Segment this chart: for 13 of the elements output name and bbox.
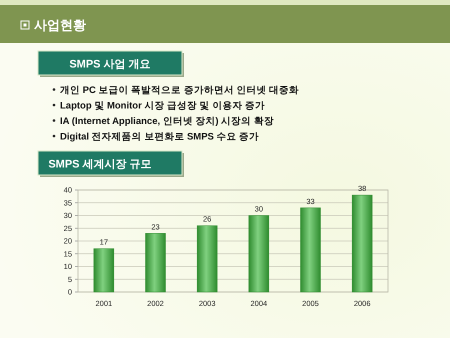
bar [352, 194, 372, 292]
bar [196, 225, 218, 292]
bar [145, 233, 166, 292]
text: SMPS 사업 개요 [69, 58, 151, 70]
text: 사업현황 [34, 18, 86, 32]
bar [248, 215, 270, 292]
text: IA (Internet Appliance, 인터넷 장치) 시장의 확장 [60, 116, 274, 127]
text: Laptop 및 Monitor 시장 급성장 및 이용자 증가 [60, 100, 265, 112]
text: Digital 전자제품의 보편화로 SMPS 수요 증가 [60, 132, 260, 142]
text: 개인 PC 보급이 폭발적으로 증가하면서 인터넷 대중화 [60, 85, 300, 96]
chart-title: SMPS 세계시장 규모 [48, 158, 152, 170]
bar [300, 208, 321, 292]
bar [94, 248, 114, 292]
